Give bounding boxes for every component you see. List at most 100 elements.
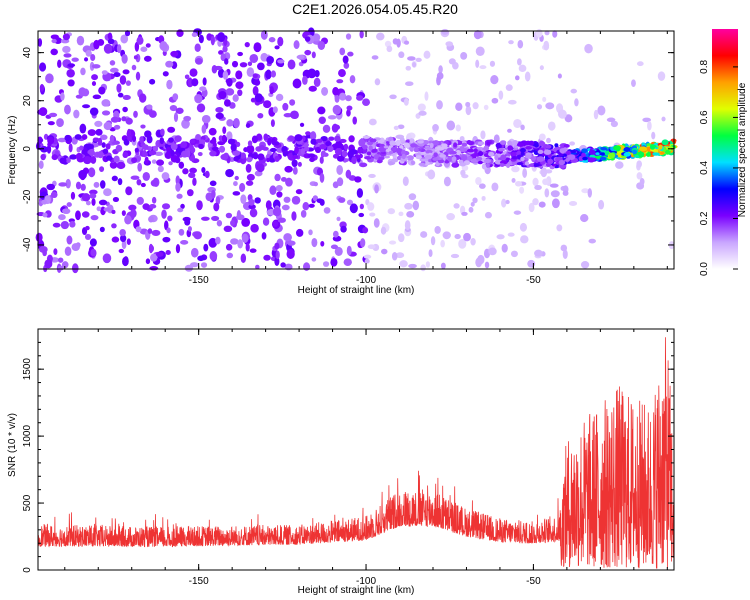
spectrogram-cell: [148, 110, 157, 118]
spectrogram-cell: [85, 225, 90, 231]
spectrogram-cell: [246, 157, 253, 163]
spectrogram-cell: [116, 161, 126, 170]
spectrogram-cell: [215, 112, 224, 120]
spectrogram-cell: [73, 109, 80, 119]
spectrogram-cell: [148, 204, 157, 209]
spectrogram-cell: [489, 60, 496, 67]
spectrogram-cell: [225, 243, 233, 251]
spectrogram-cell: [538, 133, 546, 141]
spectrogram-cell: [139, 93, 147, 103]
spectrogram-cell: [257, 153, 265, 161]
spectrogram-cell: [461, 142, 468, 147]
spectrogram-cell: [559, 148, 566, 154]
spectrogram-cell: [379, 143, 385, 147]
spectrogram-cell: [99, 226, 105, 233]
spectrogram-cell: [517, 39, 524, 49]
spectrogram-cell: [364, 258, 370, 264]
spectrogram-cell: [254, 93, 263, 103]
spectrogram-cell: [410, 160, 416, 166]
colorbar-tick-label: 0.0: [699, 262, 710, 276]
spectrogram-cell: [60, 220, 69, 230]
spectrogram-cell: [587, 188, 593, 198]
spectrogram-cell: [362, 135, 370, 139]
spectrogram-cell: [340, 225, 347, 233]
spectrogram-cell: [83, 155, 92, 165]
spectrogram-cell: [581, 188, 590, 194]
spectrogram-cell: [146, 104, 153, 110]
spectrogram-cell: [233, 118, 240, 128]
spectrogram-cell: [62, 45, 71, 53]
spectrogram-cell: [582, 156, 588, 161]
spectrogram-cell: [450, 253, 460, 259]
spectrogram-cell: [562, 153, 567, 157]
spectrogram-cell: [52, 222, 61, 228]
spectrogram-cell: [485, 162, 490, 168]
spectrogram-cell: [92, 137, 100, 142]
spectrogram-cell: [460, 52, 468, 60]
spectrogram-cell: [442, 231, 451, 240]
spectrogram-cell: [436, 146, 445, 151]
spectrogram-cell: [532, 198, 539, 206]
snr-x-tick-label: -50: [526, 576, 541, 587]
spectrogram-cell: [113, 155, 120, 163]
spectrogram-cell: [122, 69, 130, 75]
spectrogram-cell: [514, 180, 523, 187]
spectrogram-cell: [367, 141, 374, 146]
spectrogram-cell: [412, 61, 417, 68]
colorbar-tick-label: 0.2: [699, 211, 710, 225]
spectrogram-cell: [367, 202, 375, 211]
spectrogram-cell: [111, 175, 118, 182]
spectrogram-cell: [311, 257, 317, 262]
spectrogram-cell: [249, 248, 257, 253]
spectrogram-cell: [89, 144, 94, 149]
spectrogram-cell: [477, 160, 483, 165]
spectrogram-cell: [122, 151, 129, 159]
spectrogram-cell: [348, 135, 355, 143]
spectrogram-y-tick-label: -40: [22, 237, 33, 252]
spectrogram-cell: [182, 168, 189, 175]
spectrogram-cell: [534, 143, 539, 148]
spectrogram-cell: [235, 214, 245, 221]
spectrogram-cell: [272, 220, 279, 227]
spectrogram-cell: [102, 148, 109, 155]
spectrogram-cell: [89, 107, 99, 116]
spectrogram-cell: [170, 50, 179, 57]
spectrogram-cell: [50, 48, 58, 56]
spectrogram-cell: [405, 65, 412, 71]
spectrogram-cell: [334, 246, 343, 256]
spectrogram-cell: [511, 156, 518, 160]
spectrogram-cell: [121, 210, 126, 216]
spectrogram-cell: [543, 149, 552, 155]
spectrogram-cell: [507, 232, 515, 237]
spectrogram-cell: [511, 165, 520, 173]
spectrogram-cell: [285, 177, 293, 187]
spectrogram-cell: [332, 104, 342, 115]
spectrogram-cell: [220, 153, 229, 161]
spectrogram-cell: [203, 243, 209, 252]
spectrogram-cell: [507, 99, 517, 105]
spectrogram-cell: [600, 146, 608, 151]
spectrogram-cell: [284, 165, 293, 173]
spectrogram-cell: [500, 154, 507, 161]
spectrogram-cell: [389, 140, 397, 146]
spectrogram-cell: [121, 116, 127, 122]
spectrogram-cell: [307, 153, 316, 158]
spectrogram-cell: [455, 124, 461, 132]
spectrogram-y-tick-label: 0: [22, 146, 33, 152]
spectrogram-cell: [362, 144, 368, 150]
spectrogram-cell: [352, 116, 358, 125]
spectrogram-cell: [263, 100, 272, 109]
spectrogram-cell: [232, 94, 239, 102]
spectrogram-cell: [263, 133, 269, 141]
spectrogram-cell: [222, 45, 228, 53]
spectrogram-cell: [311, 237, 318, 248]
spectrogram-cell: [248, 198, 255, 206]
spectrogram-cell: [546, 137, 551, 144]
spectrogram-cell: [440, 239, 445, 248]
spectrogram-cell: [173, 112, 179, 123]
spectrogram-cell: [524, 161, 530, 166]
spectrogram-cell: [564, 114, 573, 123]
spectrogram-cell: [517, 58, 522, 66]
spectrogram-cell: [496, 234, 505, 240]
